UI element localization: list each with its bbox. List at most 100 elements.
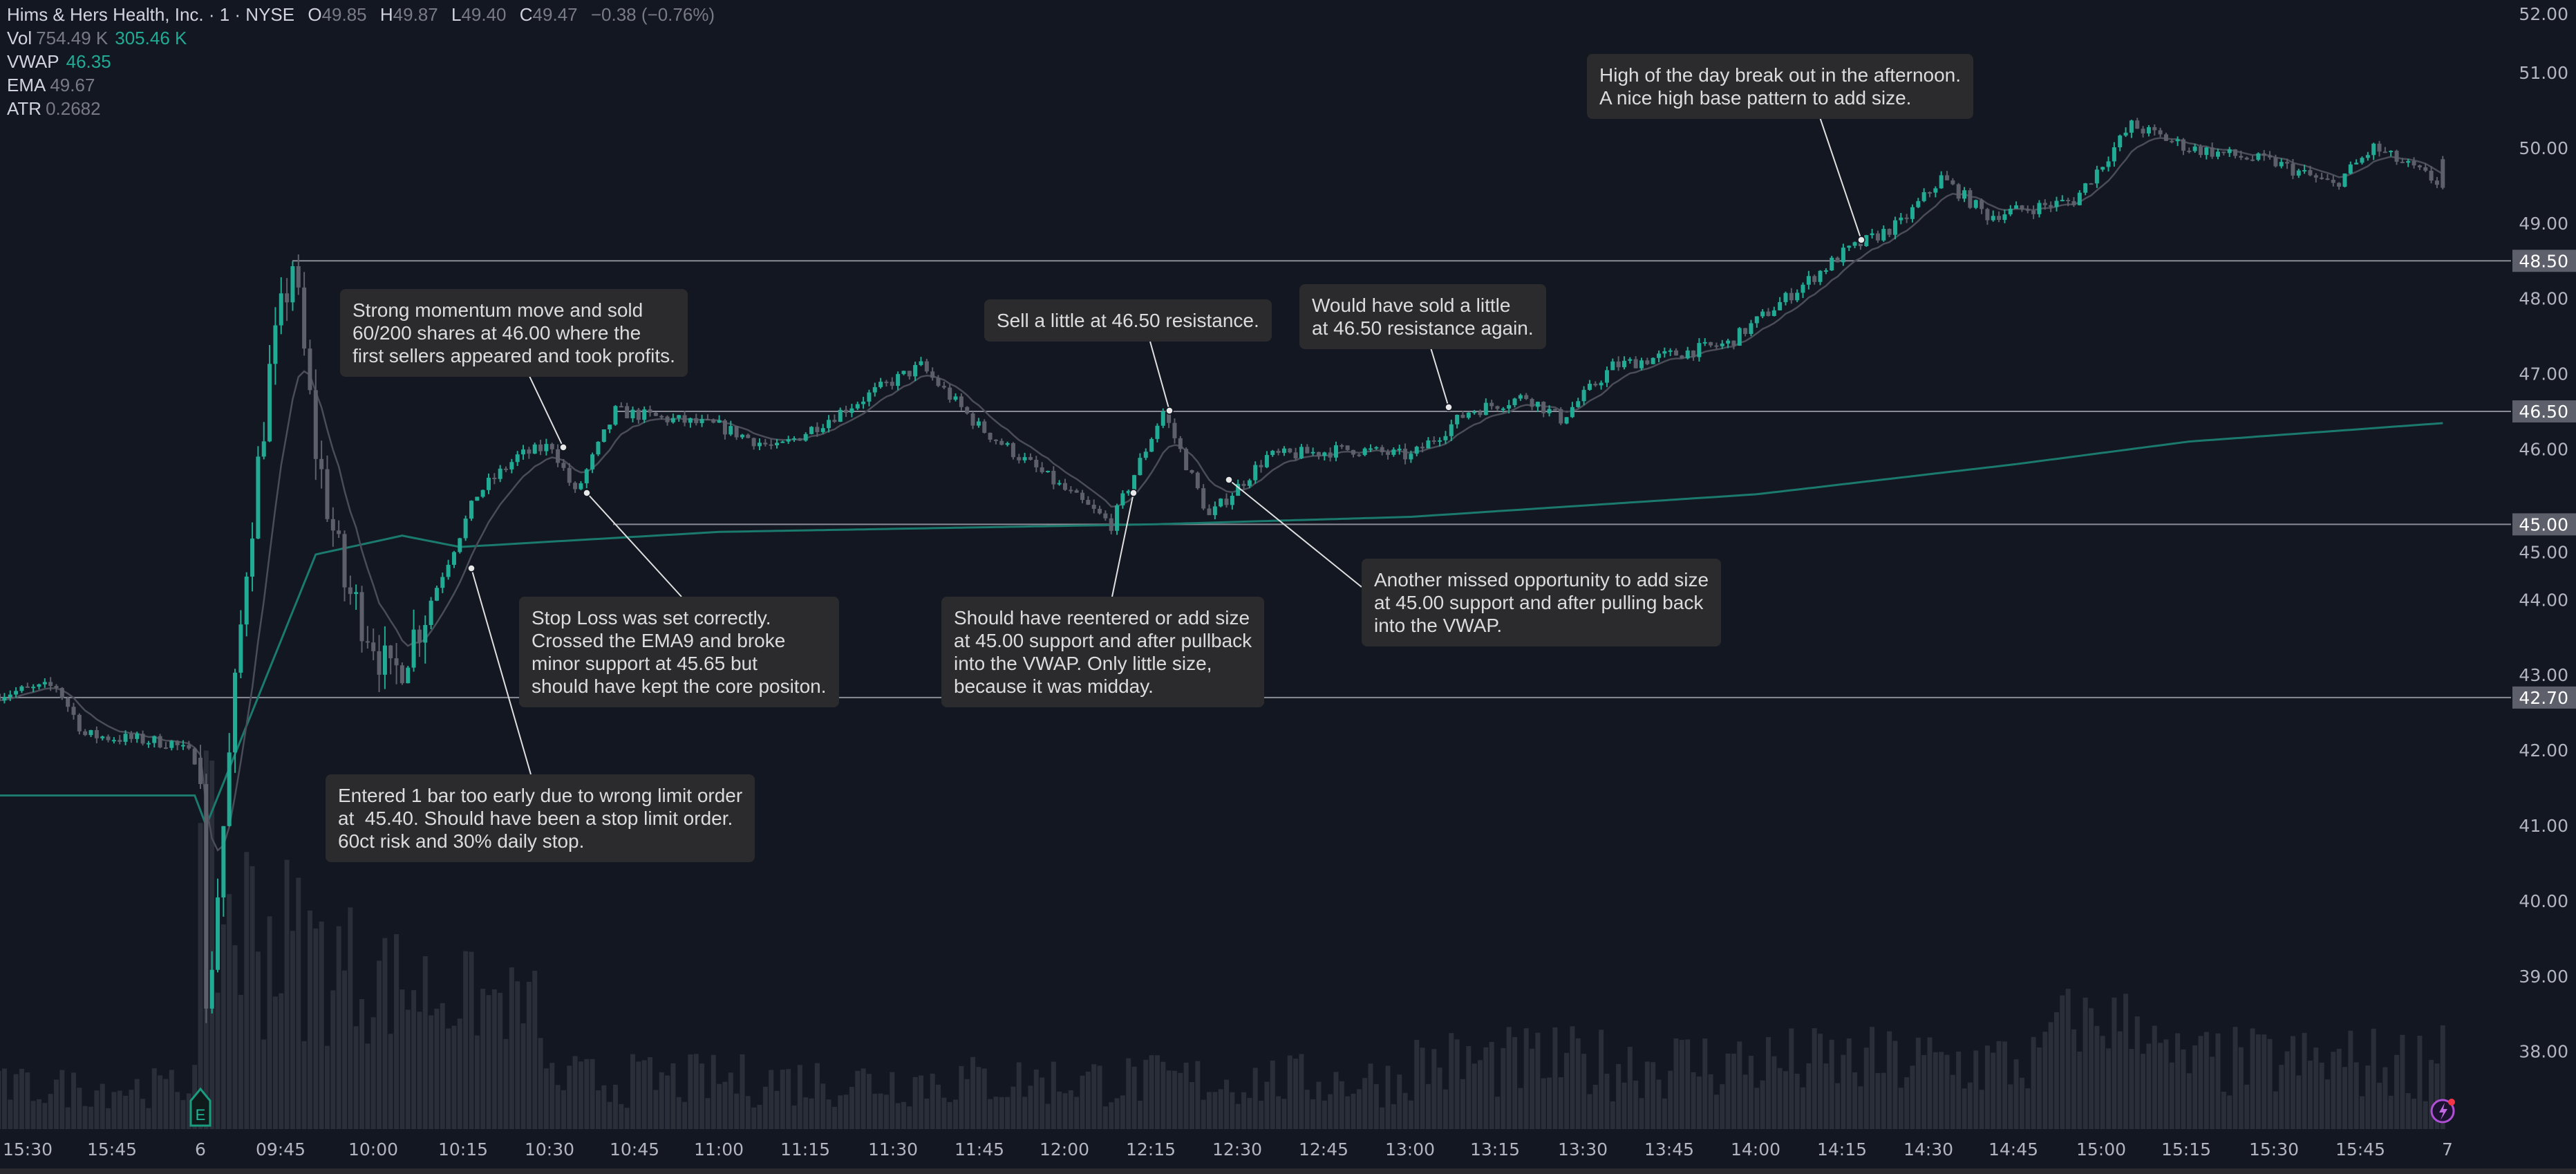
- candle: [1357, 453, 1362, 457]
- atr-legend-row[interactable]: ATR 0.2682: [7, 97, 715, 120]
- volume-bar: [912, 1077, 918, 1129]
- candle: [2291, 158, 2295, 180]
- candle: [244, 572, 249, 637]
- candle-body: [42, 682, 47, 684]
- volume-bar: [422, 956, 428, 1129]
- candle: [2377, 140, 2382, 157]
- candle-body: [1899, 217, 1903, 221]
- vwap-legend-row[interactable]: VWAP 46.35: [7, 50, 715, 73]
- volume-legend-row[interactable]: Vol 754.49 K 305.46 K: [7, 26, 715, 50]
- candle-body: [1645, 360, 1650, 364]
- annotation-pointer-line: [1111, 492, 1134, 597]
- earnings-flag-icon[interactable]: E: [189, 1087, 211, 1127]
- volume-bar: [526, 981, 532, 1129]
- candle-body: [135, 734, 140, 739]
- annotation-anchor-dot[interactable]: [1165, 407, 1174, 415]
- candle: [1219, 498, 1223, 507]
- candle-body: [1604, 370, 1609, 383]
- lightning-badge-icon[interactable]: [2430, 1099, 2455, 1124]
- candle: [803, 432, 808, 442]
- candle: [2256, 152, 2261, 162]
- candle: [1386, 449, 1391, 460]
- time-tick-label: 09:45: [256, 1139, 305, 1159]
- volume-bar: [1852, 1072, 1858, 1129]
- candle: [965, 406, 970, 415]
- candle-body: [913, 364, 918, 377]
- candle: [970, 411, 975, 429]
- annotation-missed-opportunity[interactable]: Another missed opportunity to add size a…: [1362, 559, 1722, 646]
- candle: [1680, 355, 1684, 359]
- annotation-sell-resistance[interactable]: Sell a little at 46.50 resistance.: [984, 299, 1272, 342]
- volume-bar: [2169, 1062, 2174, 1129]
- ema-legend-row[interactable]: EMA 49.67: [7, 73, 715, 97]
- candle-body: [1858, 242, 1863, 246]
- annotation-stop-loss[interactable]: Stop Loss was set correctly. Crossed the…: [519, 597, 839, 707]
- volume-bar: [111, 1092, 117, 1129]
- bottom-scrollbar[interactable]: [0, 1168, 2576, 1174]
- annotation-anchor-dot[interactable]: [1857, 236, 1865, 244]
- annotation-anchor-dot[interactable]: [1445, 403, 1453, 411]
- annotation-high-of-day[interactable]: High of the day break out in the afterno…: [1587, 54, 1974, 119]
- time-axis[interactable]: 15:30 15:45 6 09:45 10:00 10:15 10:30 10:45 11:0…: [3, 1139, 2453, 1159]
- annotation-sold-again[interactable]: Would have sold a little at 46.50 resist…: [1299, 284, 1546, 349]
- volume-bar: [2071, 1029, 2076, 1129]
- candle: [1184, 447, 1189, 471]
- candle-body: [1224, 499, 1229, 505]
- candle: [1749, 319, 1754, 337]
- annotation-reenter[interactable]: Should have reentered or add size at 45.…: [941, 597, 1265, 707]
- candle: [2163, 132, 2168, 142]
- volume-bar: [855, 1070, 861, 1129]
- candle-body: [1443, 436, 1448, 440]
- candle-body: [1610, 361, 1615, 371]
- volume-bar: [1518, 1088, 1523, 1129]
- volume-bar: [134, 1079, 140, 1129]
- candle: [1224, 493, 1229, 508]
- annotation-anchor-dot[interactable]: [1129, 489, 1138, 497]
- candle-body: [1178, 438, 1183, 449]
- volume-bar: [2353, 1062, 2359, 1129]
- volume-bar: [826, 1099, 831, 1129]
- candle: [775, 438, 779, 449]
- candle-body: [1132, 475, 1137, 491]
- candle-body: [1892, 220, 1897, 235]
- volume-bar: [2065, 989, 2071, 1129]
- candle-body: [1403, 448, 1408, 460]
- volume-bar: [1801, 1087, 1806, 1129]
- candle: [227, 733, 232, 827]
- candle-body: [204, 783, 209, 1009]
- candle-body: [1040, 467, 1044, 472]
- time-tick-label: 15:45: [87, 1139, 137, 1159]
- annotation-anchor-dot[interactable]: [583, 489, 591, 497]
- candle: [815, 422, 820, 437]
- candle-body: [238, 624, 243, 673]
- price-axis[interactable]: 52.00 51.00 50.00 49.00 48.00 47.00 46.00 45.00…: [2512, 4, 2576, 1062]
- candle-body: [2331, 180, 2335, 183]
- volume-bar: [457, 1018, 462, 1129]
- candle: [2054, 196, 2059, 212]
- annotation-entry[interactable]: Entered 1 bar too early due to wrong lim…: [326, 774, 755, 862]
- candle: [849, 403, 854, 418]
- candle: [1552, 408, 1557, 411]
- annotation-anchor-dot[interactable]: [467, 564, 476, 572]
- annotation-anchor-dot[interactable]: [559, 443, 567, 451]
- symbol-ohlc-row[interactable]: Hims & Hers Health, Inc. · 1 · NYSE O49.…: [7, 3, 715, 26]
- volume-bar: [1045, 1103, 1051, 1129]
- annotation-anchor-dot[interactable]: [1225, 476, 1233, 484]
- volume-bar: [2094, 1025, 2100, 1129]
- time-tick-label: 14:30: [1903, 1139, 1953, 1159]
- annotation-pointer-line: [471, 568, 532, 775]
- candle-body: [2083, 183, 2088, 193]
- candle-body: [734, 426, 739, 438]
- candle: [77, 713, 82, 735]
- candle: [2423, 163, 2428, 173]
- volume-bar: [1299, 1054, 1304, 1129]
- time-tick-label: 14:15: [1817, 1139, 1867, 1159]
- symbol-title[interactable]: Hims & Hers Health, Inc. · 1 · NYSE: [7, 4, 295, 25]
- candle-body: [2060, 200, 2065, 202]
- volume-bar: [1794, 1074, 1800, 1129]
- candle-body: [590, 454, 595, 469]
- volume-bar: [2198, 1036, 2203, 1129]
- annotation-strong-momentum[interactable]: Strong momentum move and sold 60/200 sha…: [340, 289, 688, 377]
- candle-body: [625, 406, 630, 418]
